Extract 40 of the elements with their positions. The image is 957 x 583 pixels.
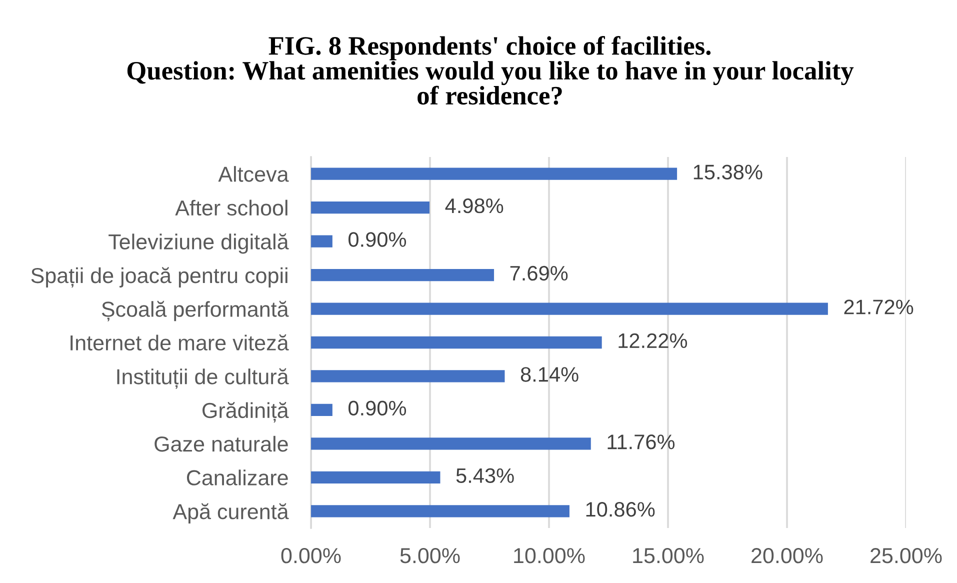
bar xyxy=(311,235,332,248)
bar xyxy=(311,438,591,450)
bar xyxy=(311,336,602,349)
data-label: 11.76% xyxy=(608,434,675,450)
data-label: 15.38% xyxy=(694,164,762,180)
y-tick-label: Televiziune digitală xyxy=(108,233,289,254)
data-label: 4.98% xyxy=(445,198,504,214)
x-tick-label: 25.00% xyxy=(870,548,942,564)
x-tick-label: 20.00% xyxy=(752,548,823,564)
y-tick-label: Școală performantă xyxy=(102,300,289,322)
y-tick-label: Instituții de cultură xyxy=(117,368,289,389)
bar xyxy=(311,268,494,282)
y-tick-label: Grădiniță xyxy=(202,402,289,422)
y-tick-label: Canalizare xyxy=(186,470,288,486)
data-label: 21.72% xyxy=(844,300,914,314)
data-label: 0.90% xyxy=(348,400,406,416)
y-tick-label: Apă curentă xyxy=(172,503,289,524)
bar xyxy=(311,302,828,315)
data-label: 10.86% xyxy=(586,502,655,517)
data-label: 5.43% xyxy=(456,468,514,483)
bar xyxy=(311,505,570,518)
y-tick-label: Internet de mare viteză xyxy=(70,334,289,351)
y-tick-label: Altceva xyxy=(218,166,289,182)
x-tick-label: 10.00% xyxy=(514,548,585,564)
bar xyxy=(311,370,505,382)
y-tick-label: Gaze naturale xyxy=(154,436,288,452)
bar xyxy=(311,202,430,214)
x-tick-label: 15.00% xyxy=(633,548,704,564)
data-label: 7.69% xyxy=(510,266,568,281)
bar xyxy=(311,168,678,180)
data-label: 12.22% xyxy=(618,333,688,348)
bar xyxy=(311,471,440,484)
x-tick-label: 5.00% xyxy=(400,548,460,564)
chart-title: FIG. 8 Respondents' choice of facilities. Question: What amenities would you like to have in your locality of residence? xyxy=(127,36,854,105)
y-tick-label: After school xyxy=(175,200,288,216)
x-tick-label: 0.00% xyxy=(281,548,341,564)
data-label: 0.90% xyxy=(348,232,406,247)
data-label: 8.14% xyxy=(520,367,578,382)
y-tick-label: Spații de joacă pentru copii xyxy=(31,267,288,288)
bar xyxy=(311,404,332,416)
